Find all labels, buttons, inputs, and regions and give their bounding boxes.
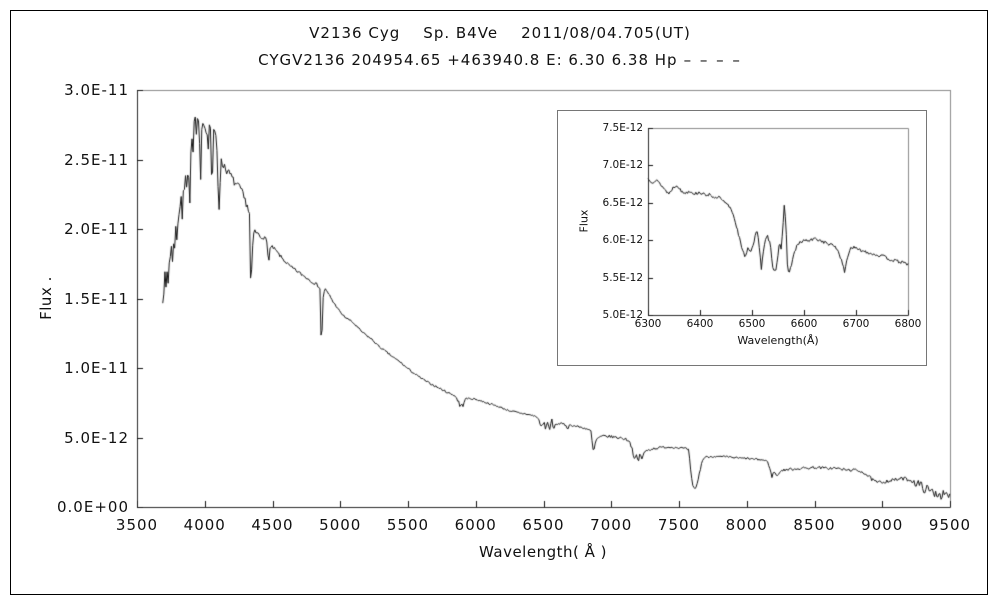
inset-x-tick-label: 6700 [842, 318, 870, 330]
main-y-tick-label: 5.0E-12 [64, 428, 129, 447]
main-x-tick-label: 6000 [454, 516, 497, 534]
inset-x-tick-label: 6400 [686, 318, 714, 330]
inset-y-axis-label: Flux [577, 209, 591, 233]
main-x-tick-label: 5000 [319, 516, 362, 534]
figure-titles: V2136 Cyg Sp. B4Ve 2011/08/04.705(UT) CY… [0, 20, 1000, 74]
main-x-tick-label: 4000 [183, 516, 226, 534]
page-title: V2136 Cyg Sp. B4Ve 2011/08/04.705(UT) [309, 24, 691, 42]
inset-x-tick-label: 6800 [894, 318, 922, 330]
main-y-tick-label: 1.0E-11 [64, 359, 129, 377]
inset-y-tick-label: 7.0E-12 [602, 159, 643, 172]
main-y-axis-label: Flux . [37, 276, 55, 320]
main-x-tick-label: 5500 [386, 516, 430, 534]
main-x-tick-label: 4500 [251, 516, 294, 534]
inset-x-tick-label: 6600 [790, 318, 818, 330]
main-x-tick-label: 3500 [115, 516, 159, 534]
main-x-tick-label: 9000 [861, 516, 904, 534]
inset-y-tick-label: 6.5E-12 [602, 196, 643, 209]
main-y-tick-label: 2.0E-11 [64, 220, 129, 238]
main-x-tick-label: 7000 [590, 516, 633, 534]
legend-line-sample: – – – – [683, 51, 742, 69]
main-y-tick-label: 0.0E+00 [57, 498, 129, 516]
main-y-tick-label: 1.5E-11 [64, 289, 129, 308]
main-x-axis-label: Wavelength( Å ) [479, 543, 607, 561]
inset-x-tick-label: 6300 [634, 318, 662, 330]
figure-subtitle-row: CYGV2136 204954.65 +463940.8 E: 6.30 6.3… [0, 47, 1000, 74]
inset-y-tick-label: 6.0E-12 [602, 234, 643, 247]
inset-x-axis-label: Wavelength(Å) [737, 334, 819, 347]
main-x-tick-label: 9500 [928, 516, 972, 534]
inset-y-tick-label: 5.5E-12 [602, 271, 643, 284]
main-x-tick-label: 6500 [522, 516, 565, 534]
figure-subtitle: CYGV2136 204954.65 +463940.8 E: 6.30 6.3… [258, 51, 678, 69]
main-y-tick-label: 3.0E-11 [64, 81, 129, 99]
main-x-tick-label: 8500 [793, 516, 836, 534]
inset-y-tick-label: 5.0E-12 [602, 309, 643, 321]
inset-y-tick-label: 7.5E-12 [602, 122, 643, 134]
main-x-tick-label: 7500 [657, 516, 701, 534]
inset-x-tick-label: 6500 [738, 318, 766, 330]
main-y-tick-label: 2.5E-11 [64, 150, 129, 169]
inset-panel [557, 110, 927, 366]
main-x-tick-label: 8000 [725, 516, 768, 534]
